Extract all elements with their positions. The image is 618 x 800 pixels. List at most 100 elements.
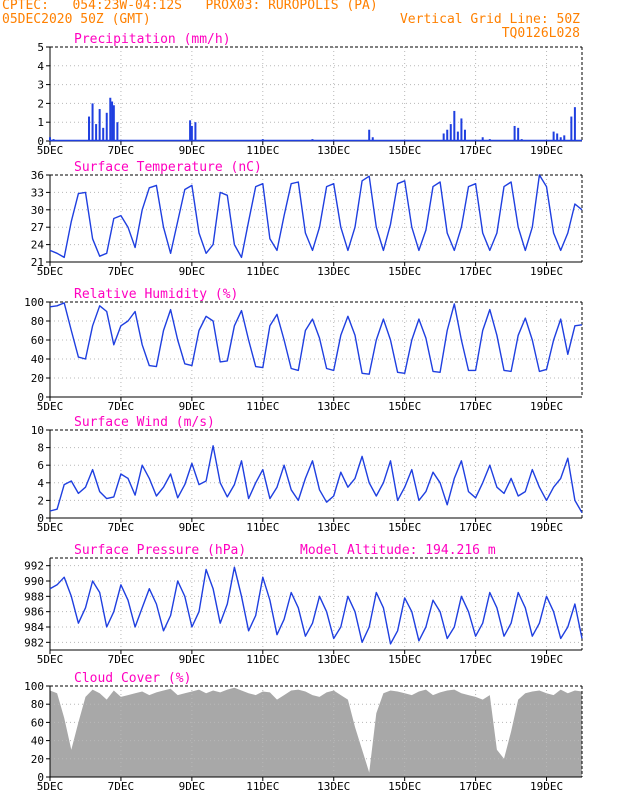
y-tick-label: 60 — [31, 334, 44, 347]
precip-bar — [456, 131, 459, 141]
x-tick-label: 13DEC — [317, 653, 350, 666]
precip-bar — [449, 124, 452, 141]
y-tick-label: 80 — [31, 698, 44, 711]
header-date: 05DEC2020 50Z (GMT) — [2, 12, 151, 27]
y-tick-label: 60 — [31, 716, 44, 729]
x-tick-label: 9DEC — [179, 653, 206, 666]
y-tick-label: 0 — [37, 771, 44, 784]
x-tick-label: 7DEC — [108, 780, 135, 793]
precip-bar — [102, 127, 105, 141]
series-line — [49, 174, 583, 259]
x-tick-label: 5DEC — [37, 265, 64, 278]
x-tick-label: 19DEC — [530, 780, 563, 793]
precip-bar — [481, 137, 484, 141]
panel-title: Precipitation (mm/h) — [74, 32, 231, 47]
pressure-panel: 982 984 986 988 990 992 5DEC 7DEC 9DEC 11DEC 13DEC… — [24, 543, 583, 666]
x-tick-label: 11DEC — [246, 521, 279, 534]
x-tick-label: 5DEC — [37, 780, 64, 793]
precip-bar — [371, 137, 374, 141]
header-grid-line-note: Vertical Grid Line: 50Z — [399, 12, 580, 27]
y-tick-label: 27 — [31, 221, 44, 234]
y-tick-label: 4 — [37, 477, 44, 490]
header-model-id: TQ0126L028 — [501, 26, 580, 41]
x-tick-label: 15DEC — [388, 400, 421, 413]
x-tick-label: 5DEC — [37, 400, 64, 413]
x-tick-label: 5DEC — [37, 521, 64, 534]
y-tick-label: 30 — [31, 204, 44, 217]
x-tick-label: 15DEC — [388, 144, 421, 157]
x-tick-label: 11DEC — [246, 653, 279, 666]
x-tick-label: 5DEC — [37, 653, 64, 666]
y-tick-label: 80 — [31, 315, 44, 328]
precip-bar — [194, 122, 197, 141]
y-tick-label: 990 — [24, 575, 44, 588]
precip-bar — [88, 116, 91, 141]
x-tick-label: 7DEC — [108, 521, 135, 534]
wind-panel: 0 2 4 6 8 10 5DEC 7DEC 9DEC 11DEC 13DEC 15DEC 17DEC 1… — [31, 415, 583, 534]
panel-title: Cloud Cover (%) — [74, 671, 191, 686]
y-tick-label: 0 — [37, 512, 44, 525]
x-tick-label: 15DEC — [388, 521, 421, 534]
precip-bar — [552, 131, 555, 141]
x-tick-label: 9DEC — [179, 144, 206, 157]
x-tick-label: 11DEC — [246, 400, 279, 413]
y-tick-label: 982 — [24, 636, 44, 649]
x-tick-label: 11DEC — [246, 265, 279, 278]
precip-bar — [513, 125, 516, 141]
precip-bar — [517, 127, 520, 141]
y-tick-label: 2 — [37, 97, 44, 110]
x-tick-label: 19DEC — [530, 400, 563, 413]
y-tick-label: 0 — [37, 135, 44, 148]
precip-bar — [453, 110, 456, 141]
precip-bar — [368, 129, 371, 141]
x-tick-label: 13DEC — [317, 400, 350, 413]
y-tick-label: 21 — [31, 256, 44, 269]
panel-title: Surface Pressure (hPa) — [74, 543, 246, 558]
precip-bar — [109, 97, 112, 141]
x-tick-label: 17DEC — [459, 400, 492, 413]
x-tick-label: 7DEC — [108, 144, 135, 157]
x-tick-label: 7DEC — [108, 653, 135, 666]
y-tick-label: 8 — [37, 442, 44, 455]
y-tick-label: 992 — [24, 560, 44, 573]
x-tick-label: 17DEC — [459, 521, 492, 534]
cloud-cover-area — [50, 687, 582, 777]
precip-bar — [559, 137, 562, 141]
x-tick-label: 15DEC — [388, 265, 421, 278]
x-tick-label: 19DEC — [530, 653, 563, 666]
y-tick-label: 988 — [24, 590, 44, 603]
precip-bar — [570, 116, 573, 141]
x-tick-label: 19DEC — [530, 265, 563, 278]
cloud-panel: 0 20 40 60 80 100 5DEC 7DEC 9DEC 11DEC 13DEC 15DEC 1… — [24, 671, 583, 793]
precip-bar — [116, 122, 119, 141]
y-tick-label: 6 — [37, 459, 44, 472]
x-tick-label: 9DEC — [179, 780, 206, 793]
precip-bar — [463, 129, 466, 141]
x-tick-label: 19DEC — [530, 521, 563, 534]
x-tick-label: 11DEC — [246, 780, 279, 793]
temperature-panel: 21 24 27 30 33 36 5DEC 7DEC 9DEC 11DEC 13DEC 15DEC 1… — [31, 160, 583, 278]
panel-title: Relative Humidity (%) — [74, 287, 238, 302]
x-tick-label: 17DEC — [459, 653, 492, 666]
x-tick-label: 15DEC — [388, 780, 421, 793]
y-tick-label: 100 — [24, 680, 44, 693]
y-tick-label: 100 — [24, 296, 44, 309]
y-tick-label: 3 — [37, 79, 44, 92]
panel-title: Surface Temperature (nC) — [74, 160, 262, 175]
precip-bar — [111, 101, 114, 141]
y-tick-label: 10 — [31, 424, 44, 437]
y-tick-label: 20 — [31, 753, 44, 766]
x-tick-label: 15DEC — [388, 653, 421, 666]
y-tick-label: 24 — [31, 239, 45, 252]
precip-bar — [556, 133, 559, 141]
precip-bar — [98, 109, 101, 141]
x-tick-label: 19DEC — [530, 144, 563, 157]
precip-bar — [91, 103, 94, 141]
precip-bar — [442, 133, 445, 141]
header-line1: CPTEC: 054:23W-04:12S PROX03: RUROPOLIS … — [2, 0, 378, 13]
y-tick-label: 20 — [31, 372, 44, 385]
precip-bar — [112, 105, 115, 141]
y-tick-label: 33 — [31, 186, 44, 199]
x-tick-label: 13DEC — [317, 265, 350, 278]
y-tick-label: 984 — [24, 621, 44, 634]
